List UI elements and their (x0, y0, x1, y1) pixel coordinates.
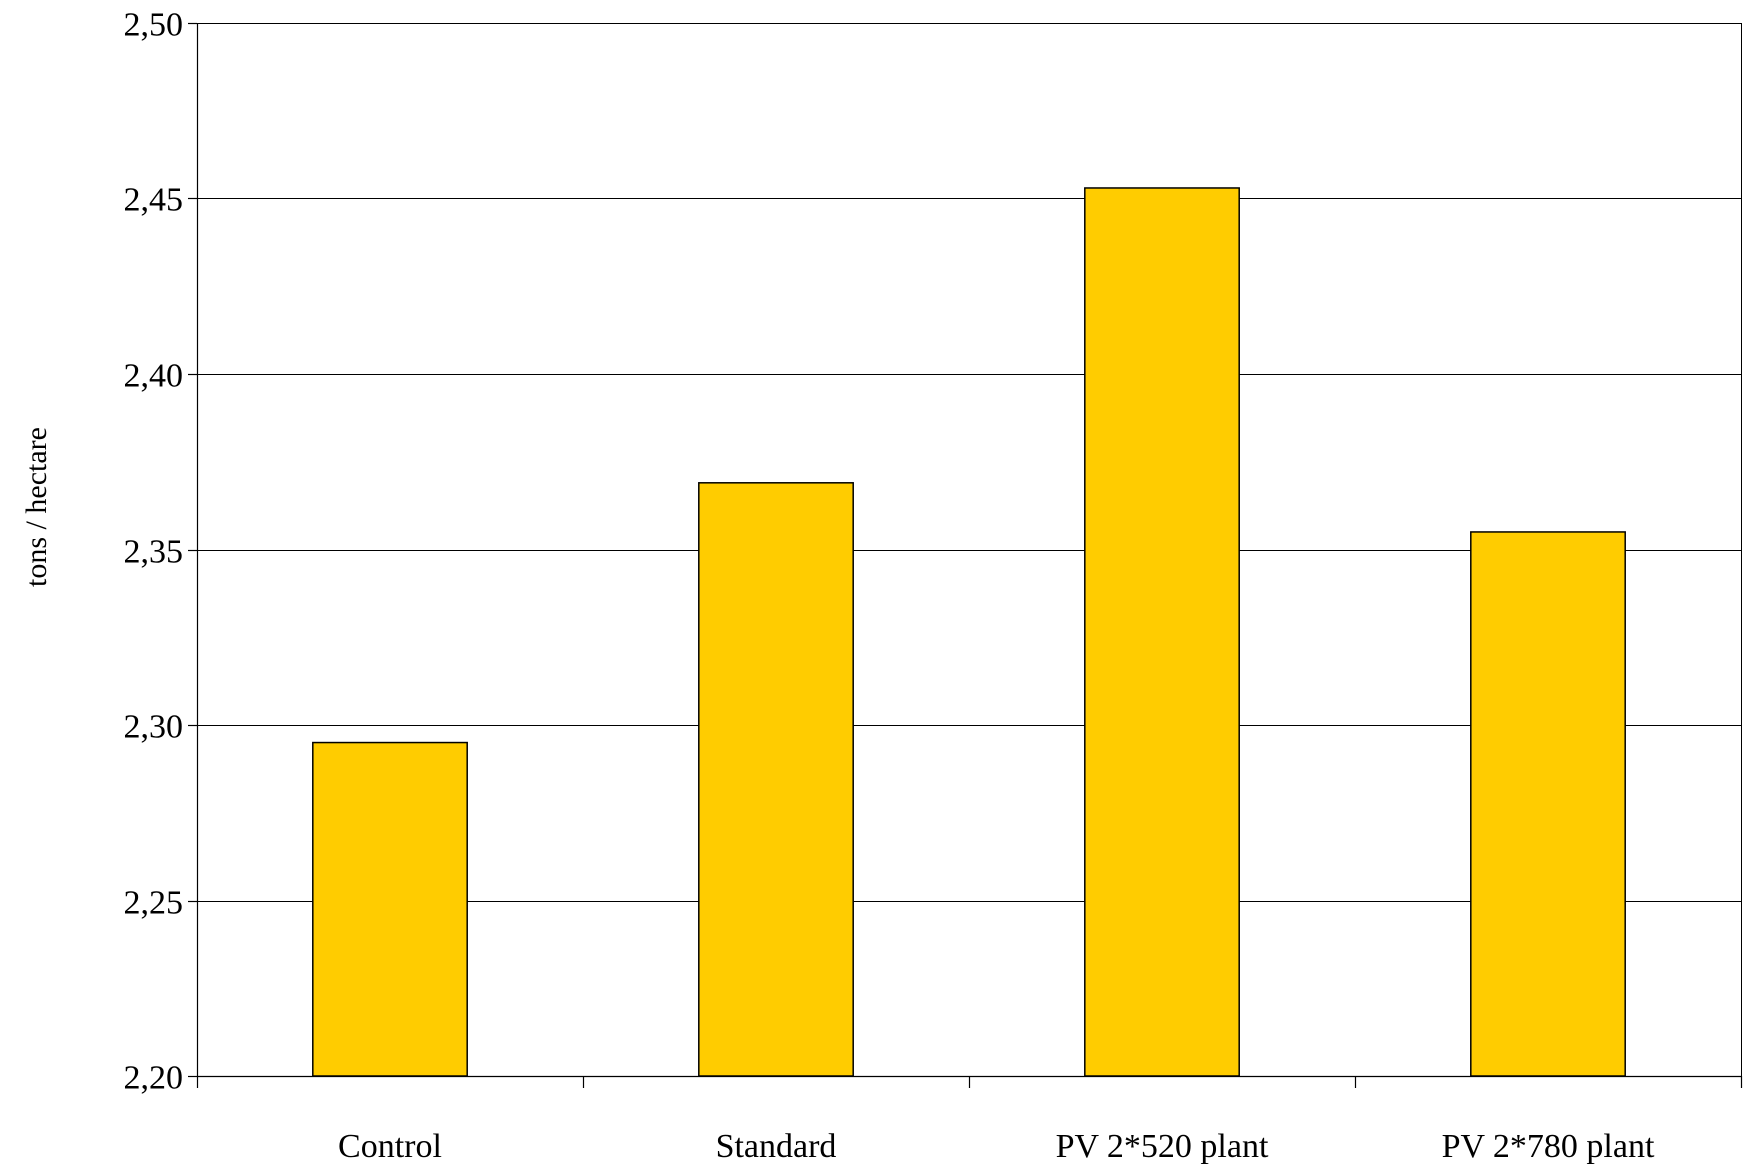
y-axis-title: tons / hectare (20, 427, 53, 587)
y-tick-label: 2,30 (124, 709, 184, 746)
y-tick-label: 2,35 (124, 534, 184, 571)
bar-control (312, 741, 468, 1077)
y-tick-label: 2,40 (124, 358, 184, 395)
x-category-label: PV 2*780 plant (1442, 1128, 1655, 1165)
y-tick-label: 2,50 (124, 7, 184, 44)
axes (188, 22, 1743, 1088)
x-category-label: PV 2*520 plant (1056, 1128, 1269, 1165)
x-category-label: Control (338, 1128, 442, 1165)
y-tick-label: 2,25 (124, 885, 184, 922)
axis-labels: 2,20 2,25 2,30 2,35 2,40 2,45 2,50 Control Stand… (124, 7, 1655, 1166)
y-tick-label: 2,20 (124, 1060, 184, 1097)
bar-pv-2-780-plant (1470, 531, 1626, 1077)
bar-standard (698, 482, 854, 1077)
x-category-label: Standard (716, 1128, 837, 1165)
bars (312, 187, 1626, 1077)
y-tick-label: 2,45 (124, 182, 184, 219)
bar-pv-2-520-plant (1084, 187, 1240, 1077)
